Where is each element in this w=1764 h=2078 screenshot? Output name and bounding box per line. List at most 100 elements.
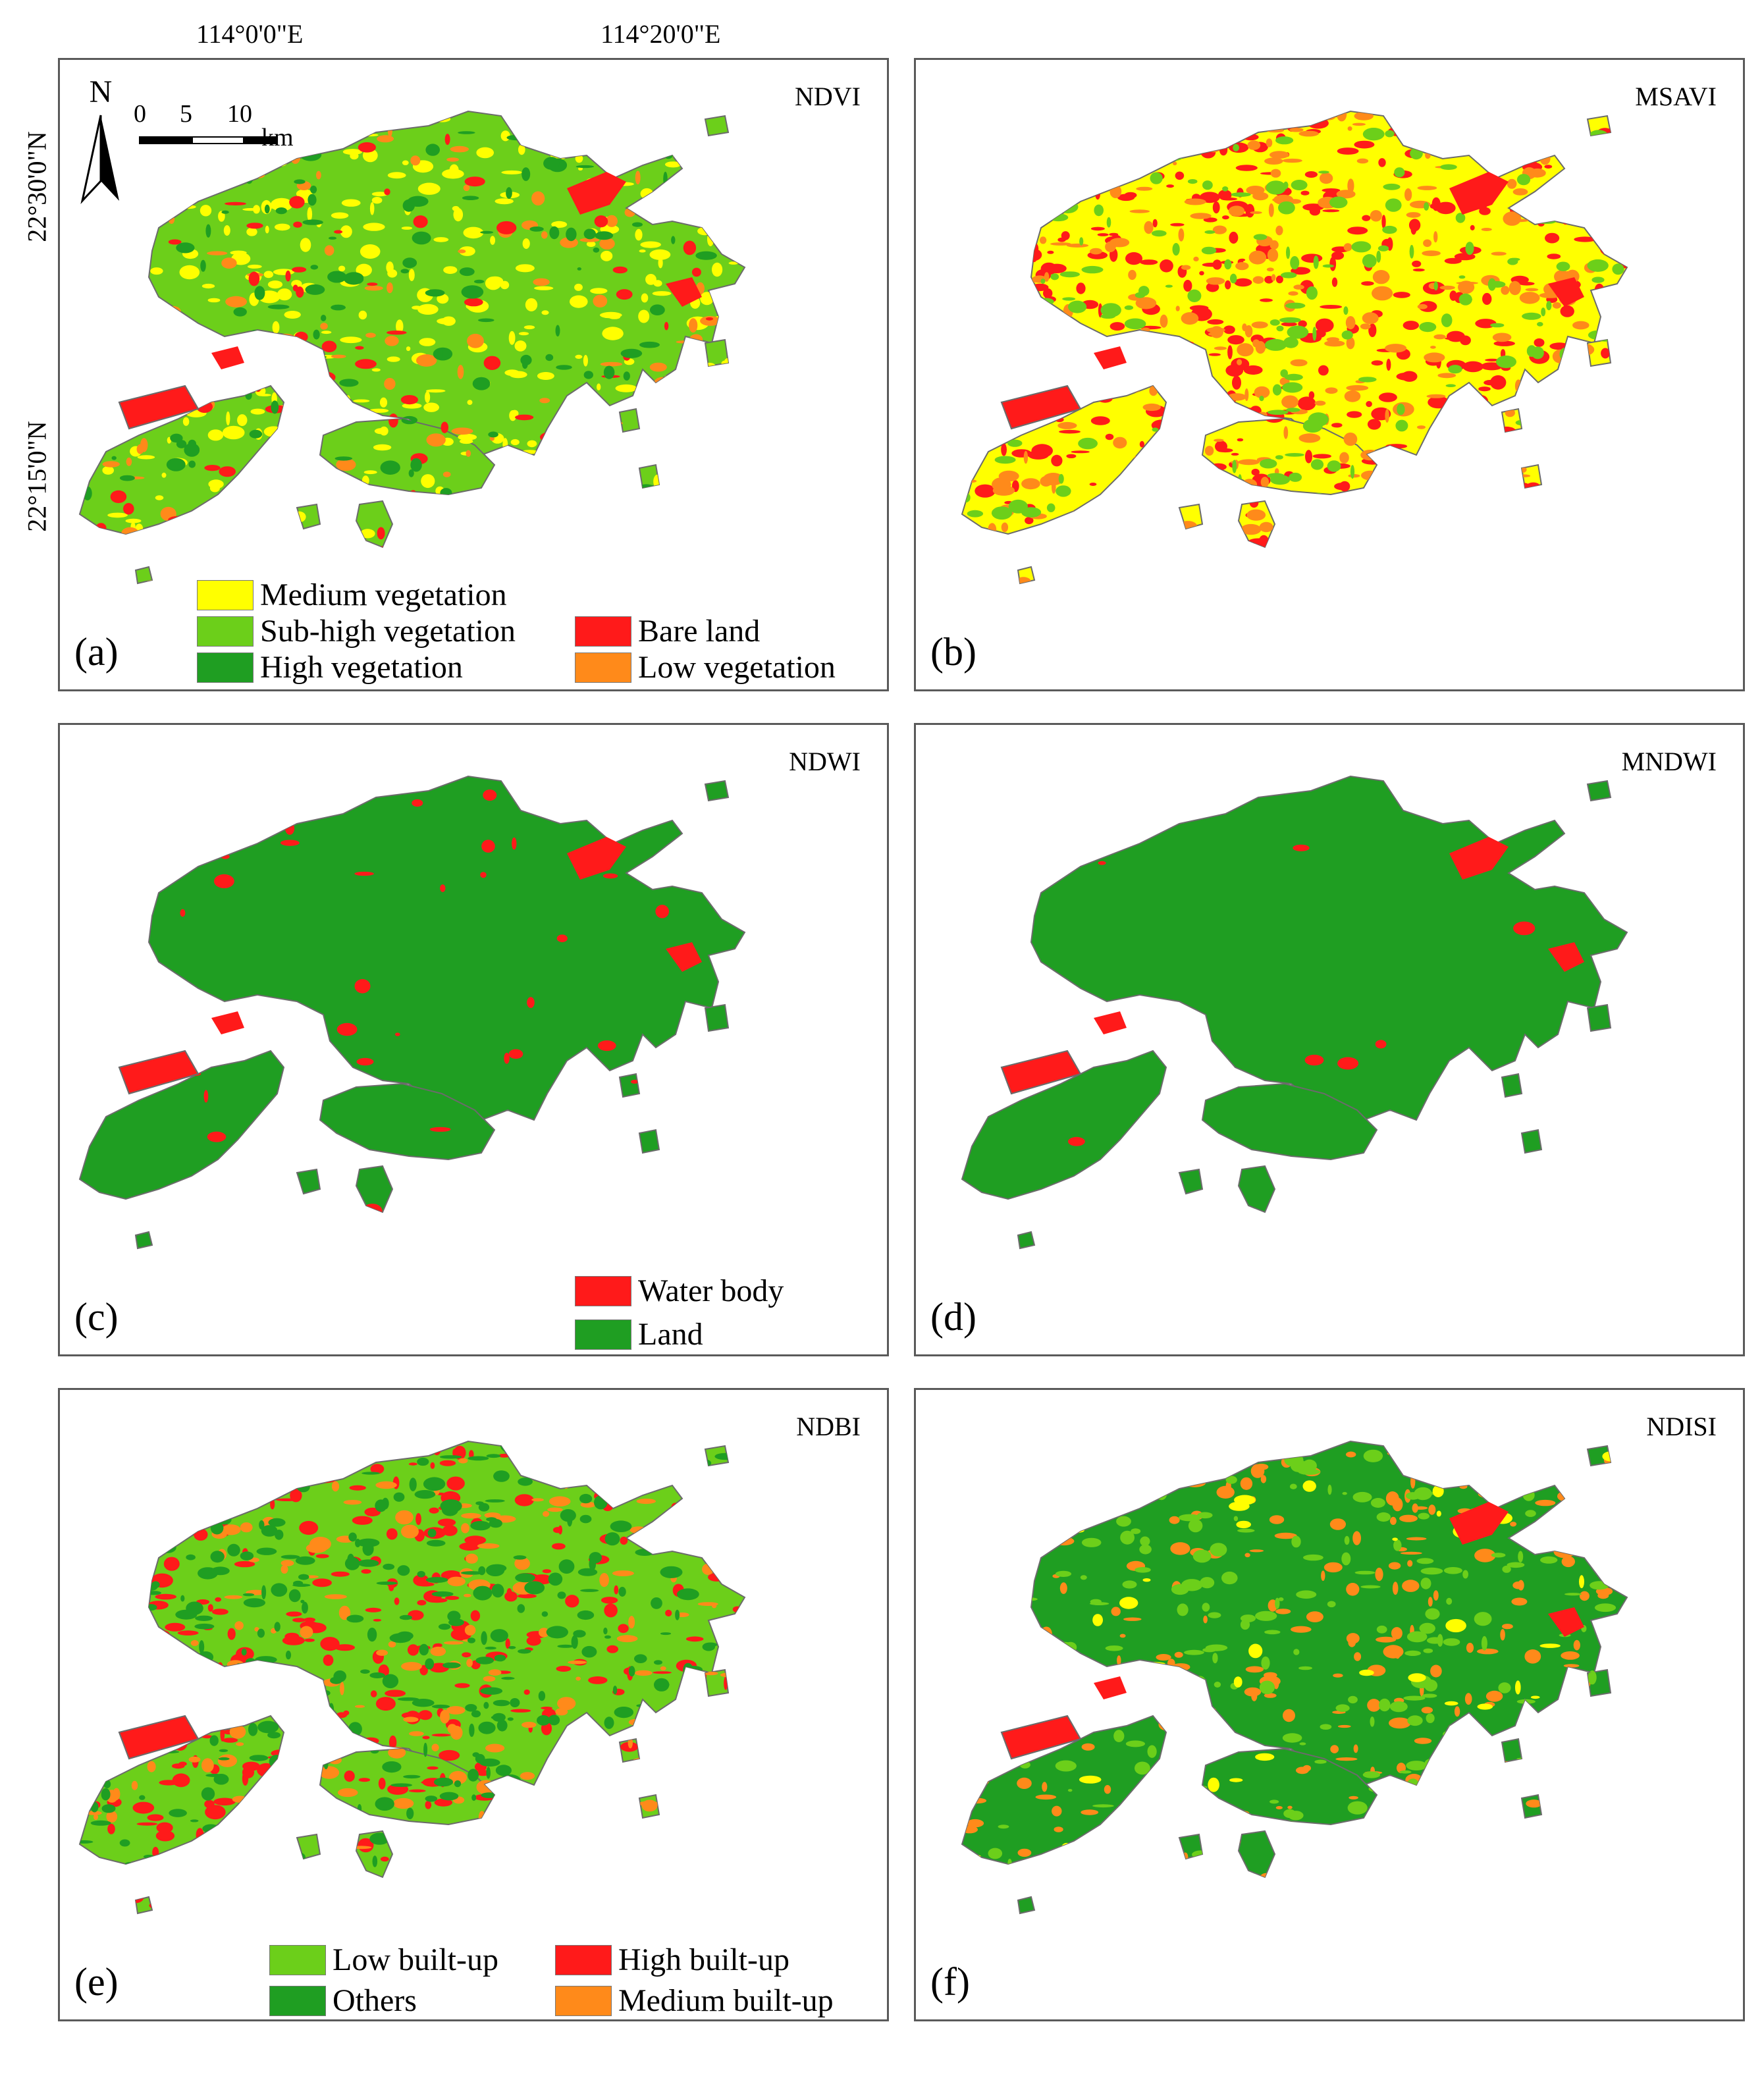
landmass-hkisland [319,1082,496,1161]
landmass-island1 [1178,1168,1204,1195]
legend-item-medium-built-up: Medium built-up [555,1983,834,2019]
red-region-1 [1449,172,1509,215]
map-layer-ndvi [78,110,746,585]
legend-item-water-body: Water body [575,1273,784,1309]
panel-letter-d: (d) [930,1295,976,1339]
landmass-lantau [961,1050,1167,1200]
landmass-lantau [78,1050,285,1200]
map-layer-msavi [961,110,1628,585]
panel-title-ndvi: NDVI [795,82,861,111]
map-panel-ndwi: NDWI (c) Water body Land [58,723,889,1356]
red-region-2 [1548,942,1584,972]
legend-swatch-high-vegetation [197,652,254,683]
panel-title-ndbi: NDBI [796,1412,861,1441]
landmass-island4 [638,1129,660,1154]
legend-swatch-low-built-up [269,1944,326,1975]
legend-item-sub-high-vegetation: Sub-high vegetation [197,613,516,649]
north-arrow-right-half [101,115,119,201]
legend-swatch-high-built-up [555,1944,612,1975]
map-canvas [961,1440,1628,1915]
map-panel-ndbi: NDBI (e) Low built-up Others High built-… [58,1388,889,2021]
airport-region [118,385,200,430]
legend-label-others: Others [333,1983,417,2018]
landmass-island6 [134,1231,153,1250]
north-arrow-label: N [90,74,113,109]
legend-label-land: Land [638,1317,703,1352]
legend-label-low-vegetation: Low vegetation [638,650,836,685]
legend-item-medium-vegetation: Medium vegetation [197,577,507,613]
panel-title-mndwi: MNDWI [1621,747,1717,776]
red-region-3 [211,346,244,369]
landmass-island6 [1017,1896,1036,1915]
red-region-1 [567,837,626,880]
red-region-1 [1449,837,1509,880]
legend-swatch-medium-built-up [555,1985,612,2016]
legend-label-low-built-up: Low built-up [333,1942,498,1977]
landmass-hkisland [1201,1747,1378,1826]
legend-swatch-others [269,1985,326,2016]
landmass-island1 [296,1168,321,1195]
red-region-3 [1094,346,1127,369]
map-panel-ndisi: NDISI (f) [914,1388,1745,2021]
landmass-lamma [1237,1165,1276,1213]
red-region-3 [1094,1011,1127,1034]
north-arrow-left-half [80,115,102,204]
map-panel-msavi: MSAVI (b) [914,58,1745,691]
panel-letter-f: (f) [930,1960,970,2004]
red-region-2 [666,277,702,307]
legend-swatch-water-body [575,1275,631,1306]
landmass-island6 [1017,1231,1036,1250]
landmass-island5 [1586,780,1612,802]
legend-item-high-built-up: High built-up [555,1942,789,1978]
landmass-island4 [1520,464,1543,489]
panel-title-ndwi: NDWI [789,747,861,776]
red-region-1 [567,172,626,215]
legend-label-medium-vegetation: Medium vegetation [260,577,507,612]
legend-label-medium-built-up: Medium built-up [618,1983,834,2018]
landmass-lamma [355,1165,394,1213]
landmass-island3 [704,1003,730,1032]
scale-tick-10: 10 [227,100,252,128]
legend-label-water-body: Water body [638,1273,784,1308]
legend-swatch-medium-vegetation [197,579,254,610]
landmass-island2 [1501,1073,1523,1098]
latitude-label-22-30: 22°30'0"N [22,131,52,242]
airport-region [1000,385,1082,430]
landmass-island5 [704,780,730,802]
longitude-label-114-0: 114°0'0"E [196,19,304,49]
landmass-island1 [296,1833,321,1860]
panel-letter-a: (a) [74,630,119,674]
landmass-lantau [961,385,1167,535]
landmass-island4 [1520,1129,1543,1154]
scale-segment-2 [192,136,244,144]
legend-item-low-built-up: Low built-up [269,1942,498,1978]
panel-title-ndisi: NDISI [1646,1412,1717,1441]
airport-region [118,1050,200,1095]
red-region-2 [1548,277,1584,307]
landmass-island1 [296,503,321,530]
legend-swatch-bare-land [575,616,631,647]
map-canvas [961,110,1628,585]
map-panel-mndwi: MNDWI (d) [914,723,1745,1356]
scale-bar: 0 5 10 km [134,99,305,152]
red-region-2 [1548,1607,1584,1637]
legend-label-high-built-up: High built-up [618,1942,789,1977]
legend-item-land: Land [575,1316,703,1352]
legend-label-sub-high-vegetation: Sub-high vegetation [260,614,516,649]
north-arrow: N [74,69,127,211]
scale-tick-5: 5 [180,100,192,128]
landmass-lamma [1237,1830,1276,1878]
legend-item-bare-land: Bare land [575,613,760,649]
map-layer-ndbi [78,1440,746,1915]
map-canvas [78,775,746,1250]
landmass-lamma [355,500,394,548]
map-layer-mndwi [961,775,1628,1250]
longitude-label-114-20: 114°20'0"E [601,19,721,49]
scale-tick-0: 0 [134,100,146,128]
legend-item-others: Others [269,1983,417,2019]
red-region-3 [211,1011,244,1034]
legend-swatch-land [575,1319,631,1350]
panel-letter-c: (c) [74,1295,119,1339]
landmass-island3 [1586,1003,1612,1032]
panel-title-msavi: MSAVI [1635,82,1717,111]
